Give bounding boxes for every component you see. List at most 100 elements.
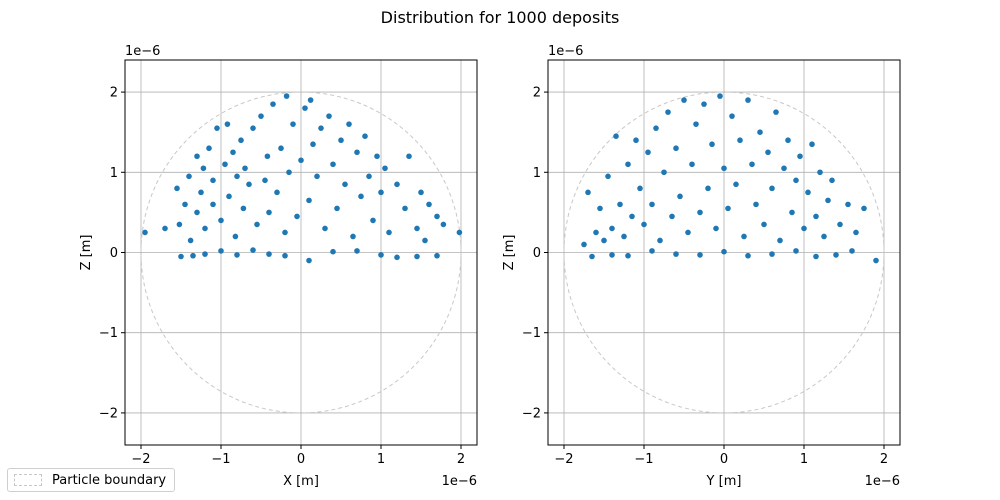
data-point (226, 193, 232, 200)
y-tick-label: 2 (110, 86, 118, 101)
data-point (232, 233, 239, 240)
data-point (837, 221, 843, 228)
data-point (845, 201, 851, 208)
data-point (187, 237, 194, 244)
data-point (769, 185, 775, 192)
data-point (585, 189, 591, 196)
data-point (609, 252, 615, 258)
data-point (307, 97, 314, 103)
data-point (813, 253, 819, 260)
data-point (781, 165, 787, 172)
data-point (354, 248, 360, 254)
data-point (597, 205, 603, 212)
data-point (434, 252, 440, 259)
data-point (270, 101, 276, 107)
y-tick-label: −2 (522, 406, 541, 421)
data-point (394, 254, 400, 261)
data-point (294, 213, 300, 220)
data-point (174, 185, 180, 192)
data-point (797, 153, 803, 160)
y-tick-label: −1 (99, 326, 118, 341)
data-point (254, 221, 260, 228)
data-point (745, 252, 751, 259)
data-point (302, 105, 308, 111)
data-point (681, 97, 687, 103)
data-point (589, 253, 595, 260)
data-point (218, 217, 224, 224)
y-tick-label: 1 (533, 166, 541, 181)
data-point (673, 251, 679, 257)
data-point (609, 225, 615, 232)
y-axis-label: Z [m] (79, 235, 94, 271)
data-point (202, 225, 208, 232)
data-point (240, 205, 247, 212)
x-tick-label: 0 (297, 452, 305, 467)
particle-boundary-circle (140, 91, 462, 414)
scatter-panel-1: −2 −1 0 1 2 −2 −1 0 1 2 1e−6 1e−6 X [m] Z [m] (79, 44, 478, 489)
data-point (210, 177, 216, 184)
data-point (202, 251, 208, 257)
data-point (809, 141, 815, 148)
data-point (637, 185, 643, 192)
data-point (456, 229, 463, 236)
data-point (769, 251, 775, 257)
data-point (282, 252, 288, 259)
data-point (741, 233, 747, 240)
data-point (749, 161, 755, 168)
data-point (394, 181, 400, 188)
data-point (729, 113, 735, 119)
data-point (278, 145, 284, 152)
data-point (234, 173, 240, 180)
data-point (258, 113, 264, 119)
data-point (200, 165, 207, 172)
legend: Particle boundary (7, 468, 176, 492)
data-point (705, 185, 711, 192)
data-point (206, 145, 212, 152)
data-point (318, 125, 324, 131)
data-point (649, 201, 655, 208)
x-axis-label: X [m] (283, 474, 319, 489)
x-tick-label: −2 (131, 452, 150, 467)
data-point (334, 205, 340, 212)
data-point (661, 169, 667, 176)
x-tick-label: −1 (634, 452, 653, 467)
data-point (326, 113, 332, 119)
data-point (805, 189, 811, 196)
data-point (306, 257, 312, 264)
data-point (833, 252, 839, 258)
data-point (861, 205, 867, 212)
data-point (669, 213, 675, 220)
data-point (370, 217, 376, 224)
data-point (605, 173, 611, 180)
data-point (440, 221, 447, 228)
data-point (242, 165, 248, 172)
data-point (310, 141, 316, 148)
data-point (709, 141, 715, 148)
y-tick-label: 0 (533, 246, 541, 261)
data-point (817, 169, 823, 176)
data-point (378, 252, 384, 258)
data-point (625, 252, 631, 259)
y-tick-label: 1 (110, 166, 118, 181)
data-point (785, 137, 791, 144)
data-point (342, 181, 348, 188)
x-axis-label: Y [m] (706, 474, 742, 489)
x-tick-label: −1 (211, 452, 230, 467)
data-point (414, 253, 420, 260)
data-point (777, 237, 783, 244)
data-point (789, 209, 795, 216)
data-point (677, 193, 683, 200)
data-point (338, 137, 344, 144)
data-point (601, 237, 607, 244)
data-point (853, 229, 859, 236)
x-offset-label: 1e−6 (442, 474, 477, 489)
data-point (697, 252, 703, 258)
data-point (753, 201, 759, 208)
y-axis-label: Z [m] (502, 235, 517, 271)
data-point (382, 165, 388, 172)
data-point (322, 225, 328, 232)
data-point (765, 149, 771, 156)
data-point (713, 225, 719, 232)
